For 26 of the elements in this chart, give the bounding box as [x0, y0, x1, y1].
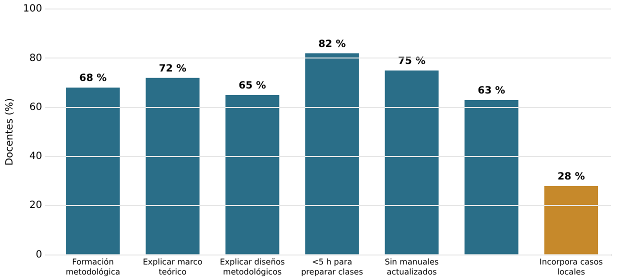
- bar: [66, 88, 120, 254]
- bar: [146, 78, 200, 254]
- data-label: 72 %: [158, 63, 186, 74]
- y-tick-label: 20: [29, 200, 42, 212]
- x-tick-label: <5 h para preparar clases: [301, 258, 363, 276]
- bar: [305, 53, 359, 254]
- data-label: 82 %: [318, 38, 346, 50]
- x-tick-label: Formación metodológica: [66, 258, 120, 276]
- data-label: 65 %: [238, 80, 266, 92]
- data-label: 28 %: [557, 172, 585, 183]
- data-label: 63 %: [478, 86, 506, 97]
- bar: [384, 70, 439, 254]
- x-tick-label: Sin manuales actualizados: [384, 258, 439, 276]
- bar: [544, 186, 598, 254]
- y-tick-label: 0: [36, 249, 42, 260]
- bar: [464, 100, 518, 254]
- y-tick-label: 80: [29, 52, 42, 64]
- y-tick-label: 60: [29, 102, 42, 113]
- bar: [225, 95, 280, 254]
- x-tick-label: Explicar marco teórico: [142, 258, 203, 276]
- y-tick-label: 100: [22, 4, 42, 15]
- x-tick-label: Incorpora casos locales: [540, 258, 603, 276]
- y-axis-title: Docentes (%): [4, 98, 16, 166]
- data-label: 68 %: [79, 73, 107, 84]
- x-tick-label: Explicar diseños metodológicos: [220, 258, 285, 276]
- y-tick-label: 40: [29, 151, 42, 162]
